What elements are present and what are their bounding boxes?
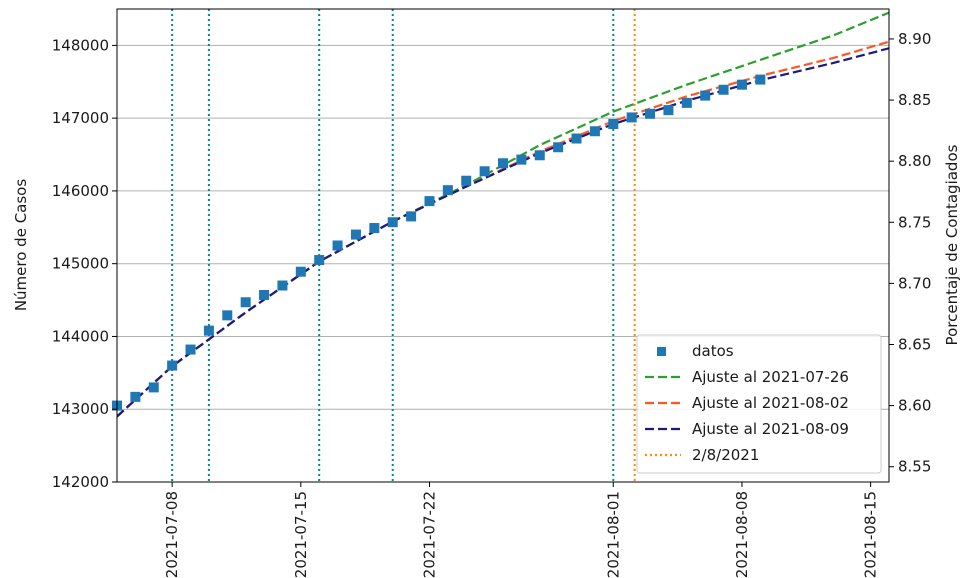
y2-tick-label: 8.75 [898, 213, 931, 231]
y-tick-label: 145000 [52, 255, 109, 273]
data-point [681, 97, 692, 108]
data-point [718, 84, 729, 95]
x-tick-label: 2021-08-08 [733, 491, 751, 578]
data-point [498, 158, 508, 169]
y2-axis-ticks: 8.55 8.60 8.65 8.70 8.75 8.80 8.85 8.90 [889, 30, 931, 476]
x-tick-label: 2021-07-15 [292, 491, 310, 578]
y-tick-label: 144000 [52, 327, 109, 345]
y-tick-label: 142000 [52, 473, 109, 491]
x-tick-label: 2021-07-08 [163, 491, 181, 578]
y2-axis-label: Porcentaje de Contagiados [943, 144, 961, 345]
fit-line [117, 47, 889, 418]
data-point [608, 118, 619, 129]
data-point [222, 310, 233, 321]
y2-tick-label: 8.80 [898, 152, 931, 170]
data-point [700, 90, 711, 101]
y2-tick-label: 8.55 [898, 458, 931, 476]
data-point [259, 289, 270, 300]
data-point [516, 154, 527, 165]
data-point [663, 105, 674, 116]
legend-box [636, 334, 882, 474]
legend: datos Ajuste al 2021-07-26 Ajuste al 2021-… [636, 334, 882, 474]
reference-lines [171, 9, 636, 482]
data-point [736, 79, 747, 90]
y-tick-label: 146000 [52, 182, 109, 200]
datos-legend-entry: datos [657, 342, 734, 360]
y2-tick-label: 8.60 [898, 397, 931, 415]
legend-label: Ajuste al 2021-07-26 [692, 368, 849, 386]
data-point [442, 185, 453, 196]
data-point [314, 255, 325, 266]
data-point [130, 391, 141, 402]
data-point [645, 108, 656, 119]
data-point [553, 142, 564, 153]
data-point [148, 382, 159, 393]
data-point [534, 150, 545, 161]
data-point [203, 325, 214, 336]
highlight-legend-entry: 2/8/2021 [645, 446, 759, 464]
grid-lines [117, 44, 889, 483]
y2-tick-label: 8.85 [898, 91, 931, 109]
data-point [387, 217, 398, 228]
data-point [295, 266, 306, 277]
x-axis-ticks: 2021-07-08 2021-07-15 2021-07-22 2021-08-01… [163, 482, 880, 578]
data-point [571, 133, 582, 144]
y-axis-label: Número de Casos [12, 179, 30, 312]
data-point [755, 74, 766, 85]
legend-marker [657, 347, 666, 356]
legend-label: Ajuste al 2021-08-02 [692, 394, 849, 412]
y-tick-label: 147000 [52, 109, 109, 127]
plot-frame [116, 8, 890, 483]
y2-tick-label: 8.70 [898, 274, 931, 292]
x-tick-label: 2021-08-15 [862, 491, 880, 578]
ajuste-0726-legend-entry: Ajuste al 2021-07-26 [645, 368, 849, 386]
data-point [589, 126, 600, 137]
legend-label: Ajuste al 2021-08-09 [692, 420, 849, 438]
legend-label: datos [692, 342, 734, 360]
x-tick-label: 2021-08-01 [604, 491, 622, 578]
data-point [461, 175, 472, 186]
data-point [424, 196, 435, 207]
y-axis-ticks: 142000 143000 144000 145000 146000 147000 1480… [52, 36, 117, 491]
data-point [406, 211, 417, 222]
data-point [277, 280, 288, 291]
data-point [240, 297, 251, 308]
data-point [479, 166, 490, 177]
ajuste-0802-legend-entry: Ajuste al 2021-08-02 [645, 394, 849, 412]
x-tick-label: 2021-07-22 [420, 491, 438, 578]
y-tick-label: 148000 [52, 36, 109, 54]
y2-tick-label: 8.90 [898, 30, 931, 48]
data-point [369, 223, 380, 234]
data-point [350, 229, 361, 240]
data-point [167, 360, 178, 371]
legend-label: 2/8/2021 [692, 446, 759, 464]
data-point [626, 112, 637, 123]
y-tick-label: 143000 [52, 400, 109, 418]
data-point [185, 344, 196, 355]
data-markers [112, 74, 766, 411]
data-point [332, 240, 343, 251]
y2-tick-label: 8.65 [898, 336, 931, 354]
ajuste-0809-legend-entry: Ajuste al 2021-08-09 [645, 420, 849, 438]
